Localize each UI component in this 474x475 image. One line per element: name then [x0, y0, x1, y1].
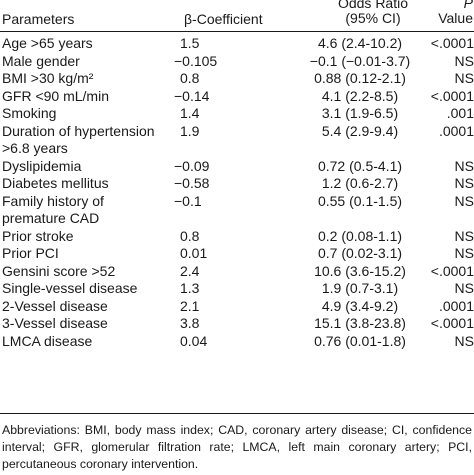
- cell-parameter: Family history of premature CAD: [2, 193, 177, 227]
- cell-parameter: Male gender: [2, 53, 177, 70]
- cell-odds-ratio: 4.1 (2.2-8.5): [321, 87, 399, 104]
- header-beta-coefficient: β-Coefficient: [184, 11, 263, 27]
- cell-p-value: .001: [446, 105, 474, 121]
- cell-odds-ratio: 15.1 (3.8-23.8): [314, 315, 406, 331]
- cell-p-value: NS: [454, 70, 474, 86]
- cell-beta: 1.5: [180, 35, 200, 51]
- cell-p-value: <.0001: [430, 87, 474, 104]
- cell-parameter-line: GFR <90 mL/min: [2, 87, 109, 104]
- cell-p-value: NS: [454, 280, 474, 296]
- cell-parameter: Smoking: [2, 105, 177, 122]
- cell-beta: −0.105: [174, 52, 218, 69]
- cell-beta: 0.04: [180, 332, 208, 349]
- cell-parameter: LMCA disease: [2, 333, 177, 350]
- cell-parameter-line: Duration of hypertension: [2, 122, 155, 139]
- cell-odds-ratio: 0.55 (0.1-1.5): [317, 192, 403, 209]
- cell-beta: 3.8: [180, 315, 200, 331]
- cell-odds-ratio: 1.2 (0.6-2.7): [321, 175, 399, 191]
- cell-p-value: NS: [454, 227, 474, 244]
- cell-parameter: Single-vessel disease: [2, 280, 177, 297]
- cell-p-value: <.0001: [430, 262, 474, 279]
- cell-parameter: Prior PCI: [2, 245, 177, 262]
- cell-parameter-line: Smoking: [2, 105, 57, 121]
- cell-parameter: Diabetes mellitus: [2, 175, 177, 192]
- cell-p-value: NS: [454, 52, 474, 69]
- cell-parameter-line: Gensini score >52: [2, 262, 116, 279]
- cell-beta: 2.1: [180, 297, 200, 314]
- cell-odds-ratio: 5.4 (2.9-9.4): [321, 122, 399, 139]
- cell-parameter: Age >65 years: [2, 35, 177, 52]
- cell-odds-ratio: 0.7 (0.02-3.1): [317, 245, 403, 261]
- cell-odds-ratio: −0.1 (−0.01-3.7): [309, 52, 411, 69]
- cell-beta: −0.09: [174, 157, 210, 174]
- cell-beta: −0.14: [174, 87, 210, 104]
- cell-beta: 0.01: [180, 245, 208, 261]
- cell-parameter-line: Single-vessel disease: [2, 280, 138, 296]
- cell-p-value: .0001: [438, 122, 474, 139]
- cell-beta: 1.4: [180, 105, 200, 121]
- cell-p-value: NS: [454, 175, 474, 191]
- header-p-line2: Value: [438, 10, 473, 26]
- cell-parameter-line: BMI >30 kg/m²: [2, 70, 94, 86]
- cell-parameter: BMI >30 kg/m²: [2, 70, 177, 87]
- header-odds-ratio: Odds Ratio (95% CI): [315, 0, 431, 26]
- cell-beta: 1.3: [180, 280, 200, 296]
- cell-p-value: <.0001: [430, 35, 474, 51]
- cell-parameter: Gensini score >52: [2, 263, 177, 280]
- cell-parameter-line: LMCA disease: [2, 332, 93, 349]
- header-p-line1: P: [463, 0, 473, 11]
- cell-odds-ratio: 4.6 (2.4-10.2): [317, 35, 403, 51]
- header-p-value: P Value: [437, 0, 473, 26]
- cell-parameter-line: Age >65 years: [2, 35, 93, 51]
- cell-beta: 2.4: [180, 262, 200, 279]
- table-footnote: Abbreviations: BMI, body mass index; CAD…: [2, 423, 472, 471]
- cell-parameter-line2: premature CAD: [2, 209, 100, 226]
- cell-odds-ratio: 0.76 (0.01-1.8): [314, 332, 406, 349]
- cell-parameter-line: 3-Vessel disease: [2, 315, 108, 331]
- cell-p-value: .0001: [438, 297, 474, 314]
- cell-p-value: NS: [454, 192, 474, 209]
- cell-p-value: NS: [454, 332, 474, 349]
- cell-parameter-line: Male gender: [2, 52, 80, 69]
- cell-parameter-line: 2-Vessel disease: [2, 297, 108, 314]
- cell-parameter: GFR <90 mL/min: [2, 88, 177, 105]
- cell-parameter-line2: >6.8 years: [2, 139, 68, 156]
- cell-parameter-line: Diabetes mellitus: [2, 175, 109, 191]
- header-odds-ratio-line2: (95% CI): [345, 10, 401, 26]
- cell-parameter-line: Dyslipidemia: [2, 157, 82, 174]
- cell-odds-ratio: 1.9 (0.7-3.1): [321, 280, 399, 296]
- cell-odds-ratio: 0.72 (0.5-4.1): [317, 157, 403, 174]
- cell-odds-ratio: 10.6 (3.6-15.2): [314, 262, 406, 279]
- cell-odds-ratio: 0.2 (0.08-1.1): [317, 227, 403, 244]
- header-rule: [0, 31, 474, 32]
- cell-beta: −0.1: [174, 192, 202, 209]
- cell-odds-ratio: 0.88 (0.12-2.1): [314, 70, 406, 86]
- cell-parameter: Prior stroke: [2, 228, 177, 245]
- cell-parameter: 3-Vessel disease: [2, 315, 177, 332]
- cell-odds-ratio: 3.1 (1.9-6.5): [321, 105, 399, 121]
- cell-beta: 1.9: [180, 122, 200, 139]
- cell-beta: −0.58: [174, 175, 210, 191]
- cell-odds-ratio: 4.9 (3.4-9.2): [321, 297, 399, 314]
- header-odds-ratio-line1: Odds Ratio: [337, 0, 409, 11]
- cell-beta: 0.8: [180, 70, 200, 86]
- cell-p-value: <.0001: [430, 315, 474, 331]
- cell-beta: 0.8: [180, 227, 200, 244]
- header-parameters: Parameters: [2, 11, 75, 27]
- cell-parameter: Duration of hypertension >6.8 years: [2, 123, 177, 157]
- cell-p-value: NS: [454, 245, 474, 261]
- cell-parameter-line: Prior stroke: [2, 227, 74, 244]
- table-bottom-rule: [0, 413, 474, 414]
- cell-parameter: Dyslipidemia: [2, 158, 177, 175]
- cell-parameter-line: Prior PCI: [2, 245, 59, 261]
- cell-parameter: 2-Vessel disease: [2, 298, 177, 315]
- cell-parameter-line: Family history of: [2, 192, 104, 209]
- cell-p-value: NS: [454, 157, 474, 174]
